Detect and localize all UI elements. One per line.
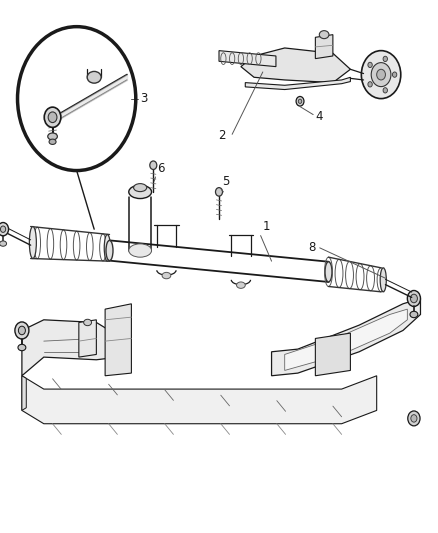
Polygon shape [285, 309, 407, 370]
Ellipse shape [162, 272, 171, 279]
Ellipse shape [368, 62, 372, 68]
Ellipse shape [371, 63, 391, 86]
Polygon shape [241, 48, 350, 83]
Polygon shape [315, 35, 333, 59]
Polygon shape [105, 304, 131, 376]
Ellipse shape [104, 235, 110, 261]
Ellipse shape [368, 82, 372, 87]
Ellipse shape [298, 99, 302, 103]
Ellipse shape [15, 322, 29, 339]
Ellipse shape [377, 69, 385, 80]
Polygon shape [22, 376, 377, 424]
Ellipse shape [150, 161, 157, 169]
Ellipse shape [18, 326, 25, 335]
Ellipse shape [0, 241, 7, 246]
Ellipse shape [0, 223, 9, 236]
Polygon shape [22, 376, 26, 410]
Text: 5: 5 [223, 175, 230, 188]
Text: 6: 6 [157, 162, 164, 175]
Ellipse shape [106, 240, 113, 261]
Ellipse shape [84, 319, 92, 326]
Ellipse shape [392, 72, 397, 77]
Polygon shape [79, 320, 96, 357]
Text: 2: 2 [218, 130, 226, 142]
Ellipse shape [319, 30, 329, 39]
Ellipse shape [18, 344, 26, 351]
Ellipse shape [410, 311, 418, 318]
Ellipse shape [380, 268, 386, 292]
Ellipse shape [411, 415, 417, 422]
Ellipse shape [129, 185, 152, 199]
Polygon shape [272, 298, 420, 376]
Ellipse shape [0, 226, 6, 232]
Polygon shape [219, 51, 276, 67]
Text: 8: 8 [308, 241, 315, 254]
Ellipse shape [215, 188, 223, 196]
Ellipse shape [29, 227, 36, 259]
Ellipse shape [383, 87, 388, 93]
Ellipse shape [407, 290, 420, 306]
Polygon shape [245, 77, 350, 90]
Polygon shape [315, 333, 350, 376]
Text: 4: 4 [315, 110, 323, 123]
Ellipse shape [361, 51, 401, 99]
Ellipse shape [134, 183, 147, 191]
Ellipse shape [325, 262, 332, 282]
Ellipse shape [49, 139, 56, 144]
Text: 3: 3 [140, 92, 148, 105]
Ellipse shape [44, 107, 61, 127]
Ellipse shape [408, 411, 420, 426]
Text: 1: 1 [263, 221, 270, 233]
Polygon shape [22, 320, 118, 376]
Ellipse shape [383, 56, 388, 62]
Ellipse shape [48, 112, 57, 123]
Ellipse shape [129, 244, 152, 257]
Ellipse shape [237, 282, 245, 288]
Ellipse shape [48, 133, 57, 140]
Ellipse shape [296, 96, 304, 106]
Ellipse shape [87, 71, 101, 83]
Ellipse shape [410, 294, 417, 303]
